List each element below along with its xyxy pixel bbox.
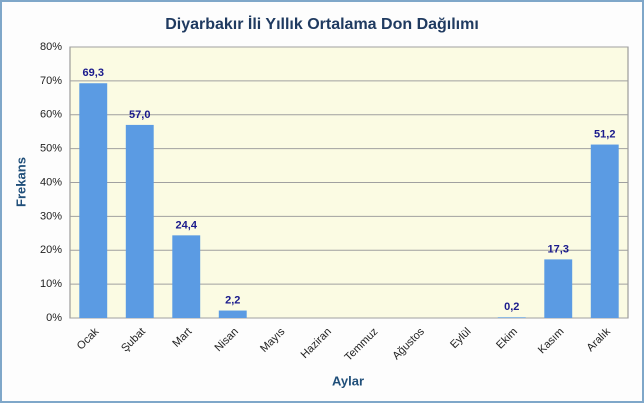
value-label: 51,2	[594, 128, 615, 140]
y-tick-label: 60%	[40, 109, 62, 121]
value-label: 0,2	[504, 301, 519, 313]
y-tick-label: 30%	[40, 210, 62, 222]
bar	[497, 317, 526, 318]
value-label: 69,3	[83, 67, 104, 79]
y-axis-title: Frekans	[13, 157, 28, 207]
y-tick-label: 20%	[40, 244, 62, 256]
bar	[79, 83, 108, 318]
y-tick-label: 10%	[40, 278, 62, 290]
bar	[125, 124, 154, 318]
y-tick-label: 0%	[46, 312, 62, 324]
bar	[172, 235, 201, 318]
y-tick-label: 80%	[40, 41, 62, 53]
value-label: 2,2	[225, 294, 240, 306]
bar	[590, 144, 619, 318]
bar	[218, 310, 247, 318]
bar	[544, 259, 573, 318]
chart-title: Diyarbakır İli Yıllık Ortalama Don Dağıl…	[165, 15, 479, 33]
value-label: 24,4	[176, 219, 198, 231]
x-axis-title: Aylar	[332, 373, 364, 388]
y-tick-label: 40%	[40, 176, 62, 188]
value-label: 17,3	[548, 243, 569, 255]
y-tick-label: 50%	[40, 143, 62, 155]
value-label: 57,0	[129, 109, 150, 121]
y-tick-label: 70%	[40, 75, 62, 87]
